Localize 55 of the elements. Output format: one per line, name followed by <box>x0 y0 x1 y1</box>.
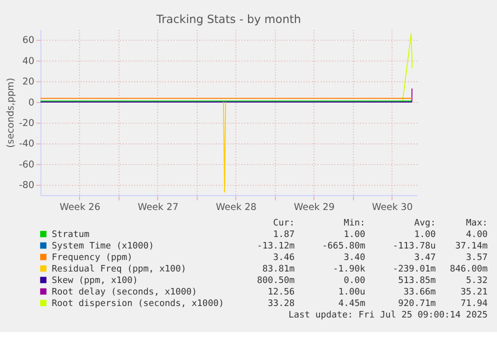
y-tick-label: 60 <box>22 35 34 46</box>
text: 800.50m <box>256 276 295 286</box>
legend-label: Frequency (ppm) <box>52 252 132 263</box>
text: Max: <box>466 218 488 228</box>
y-tick-label: 40 <box>22 56 34 67</box>
text: 33.28 <box>268 298 295 309</box>
text: 1.87 <box>273 230 295 240</box>
x-tick-label: Week 30 <box>372 202 413 213</box>
text: Cur: <box>273 218 295 228</box>
y-tick-label: 20 <box>22 76 34 88</box>
text: Last update: Fri Jul 25 09:00:14 2025 <box>288 310 488 320</box>
y-tick-label: -40 <box>18 138 34 150</box>
x-tick-label: Week 26 <box>60 202 100 213</box>
text: 37.14m <box>455 241 488 252</box>
x-tick-label: Week 27 <box>138 202 178 213</box>
text: 1.00u <box>338 287 366 298</box>
text: 0.00 <box>344 276 366 286</box>
legend-label: Stratum <box>52 230 90 240</box>
text: 3.46 <box>273 252 295 263</box>
text: 4.45m <box>338 298 366 309</box>
text: 846.00m <box>450 264 488 274</box>
text: 35.21 <box>460 287 488 298</box>
text: Avg: <box>414 218 436 228</box>
text: 5.32 <box>466 276 488 286</box>
text: 920.71m <box>398 298 436 309</box>
y-tick-label: -20 <box>18 118 34 129</box>
text: 83.81m <box>262 264 295 274</box>
legend-label: Skew (ppm, x100) <box>52 276 138 286</box>
text: -1.90k <box>332 264 366 274</box>
text: 3.57 <box>466 252 488 263</box>
legend-label: Root dispersion (seconds, x1000) <box>52 298 224 309</box>
legend-label: Residual Freq (ppm, x100) <box>52 264 186 274</box>
y-tick-label: 0 <box>28 97 34 108</box>
text: 3.40 <box>344 252 366 263</box>
y-tick-label: -60 <box>18 159 34 170</box>
text: 1.00 <box>344 230 366 240</box>
y-tick-label: -80 <box>18 180 34 192</box>
text: 12.56 <box>268 287 295 298</box>
text: Min: <box>344 218 366 228</box>
text: 1.00 <box>414 230 436 240</box>
chart-title: Tracking Stats - by month <box>155 12 302 26</box>
text: 33.66m <box>404 287 436 298</box>
text: 513.85m <box>398 276 436 286</box>
text: -113.78u <box>392 241 436 252</box>
x-tick-label: Week 28 <box>216 202 257 213</box>
text: 3.47 <box>414 252 436 263</box>
text: 4.00 <box>466 230 488 240</box>
text: -665.80m <box>322 241 366 252</box>
text: 71.94 <box>460 298 488 309</box>
y-axis-title: (seconds,ppm) <box>5 78 16 148</box>
text: -13.12m <box>256 241 295 252</box>
legend-label: Root delay (seconds, x1000) <box>52 287 198 298</box>
text: -239.01m <box>392 264 436 274</box>
legend-label: System Time (x1000) <box>52 241 154 252</box>
x-tick-label: Week 29 <box>294 202 335 213</box>
